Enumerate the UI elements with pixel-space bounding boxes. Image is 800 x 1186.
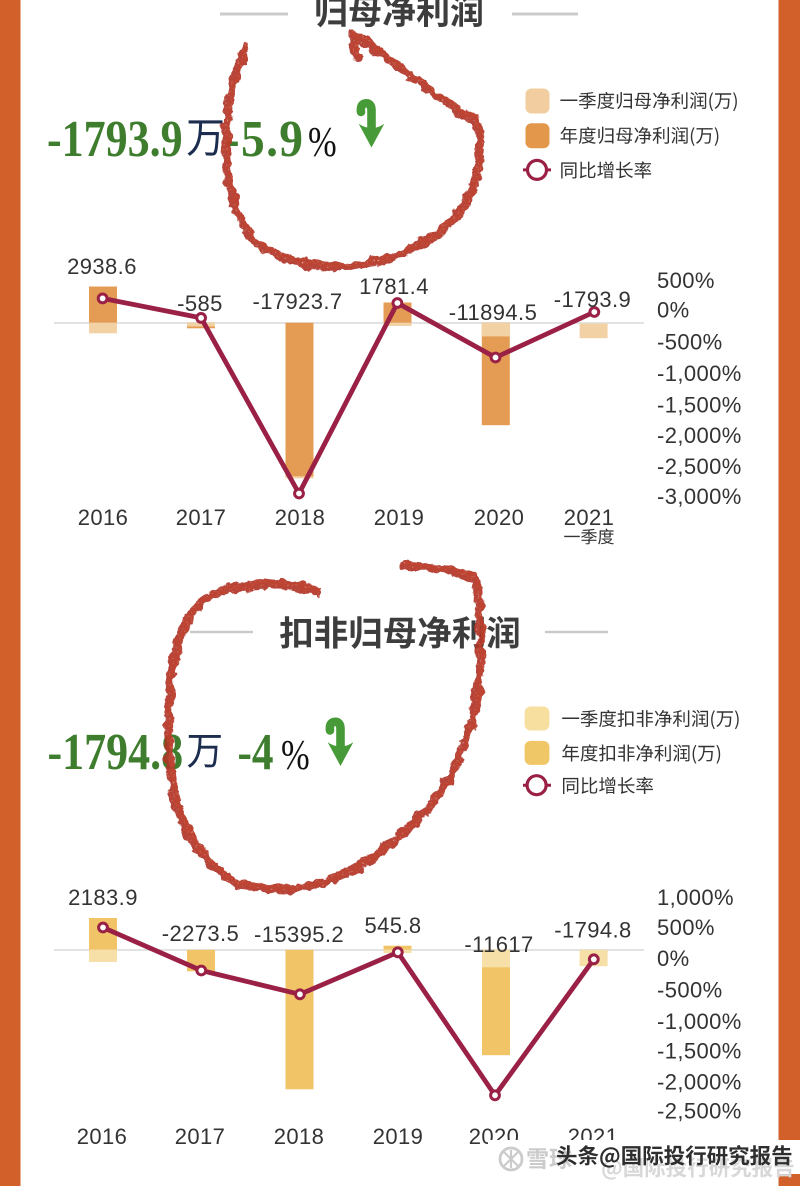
- svg-text:-1,000%: -1,000%: [657, 1009, 742, 1034]
- svg-text:-2,000%: -2,000%: [657, 423, 742, 448]
- svg-text:-1793.9: -1793.9: [554, 287, 631, 312]
- svg-text:%: %: [308, 120, 337, 166]
- svg-text:-5.9: -5.9: [224, 110, 305, 167]
- svg-text:0%: 0%: [657, 298, 690, 323]
- svg-text:-1793.9: -1793.9: [47, 111, 183, 168]
- svg-text:-3,000%: -3,000%: [657, 484, 742, 509]
- svg-text:-4: -4: [238, 723, 274, 781]
- svg-text:2016: 2016: [78, 505, 129, 530]
- svg-text:0%: 0%: [657, 946, 690, 971]
- svg-text:2021: 2021: [564, 505, 615, 530]
- svg-text:545.8: 545.8: [364, 913, 421, 938]
- svg-text:-1794.8: -1794.8: [48, 724, 184, 781]
- svg-text:-2273.5: -2273.5: [162, 921, 239, 946]
- svg-text:2183.9: 2183.9: [68, 885, 138, 910]
- svg-text:2016: 2016: [77, 1124, 128, 1149]
- svg-text:%: %: [281, 733, 310, 779]
- svg-text:-2,500%: -2,500%: [657, 1099, 742, 1124]
- svg-text:-17923.7: -17923.7: [252, 289, 342, 314]
- svg-text:2017: 2017: [175, 1124, 226, 1149]
- svg-text:500%: 500%: [657, 915, 715, 940]
- svg-text:-2,500%: -2,500%: [657, 454, 742, 479]
- svg-text:-11617: -11617: [464, 932, 533, 957]
- svg-text:-585: -585: [177, 291, 223, 316]
- svg-text:2017: 2017: [176, 505, 227, 530]
- svg-text:2938.6: 2938.6: [67, 254, 137, 279]
- svg-text:1,000%: 1,000%: [657, 885, 734, 910]
- svg-text:1781.4: 1781.4: [359, 274, 429, 299]
- svg-text:-15395.2: -15395.2: [254, 922, 344, 947]
- svg-text:2018: 2018: [275, 505, 326, 530]
- svg-text:-1794.8: -1794.8: [554, 918, 631, 943]
- svg-text:2020: 2020: [474, 505, 525, 530]
- svg-text:-1,000%: -1,000%: [657, 361, 742, 386]
- svg-text:2019: 2019: [374, 505, 425, 530]
- svg-text:2018: 2018: [274, 1124, 325, 1149]
- svg-text:500%: 500%: [657, 268, 715, 293]
- svg-text:2019: 2019: [373, 1124, 424, 1149]
- svg-text:-2,000%: -2,000%: [657, 1069, 742, 1094]
- svg-text:-500%: -500%: [657, 330, 723, 355]
- svg-text:-1,500%: -1,500%: [657, 1039, 742, 1064]
- svg-text:-500%: -500%: [657, 977, 723, 1002]
- svg-text:-11894.5: -11894.5: [449, 300, 537, 325]
- svg-text:-1,500%: -1,500%: [657, 393, 742, 418]
